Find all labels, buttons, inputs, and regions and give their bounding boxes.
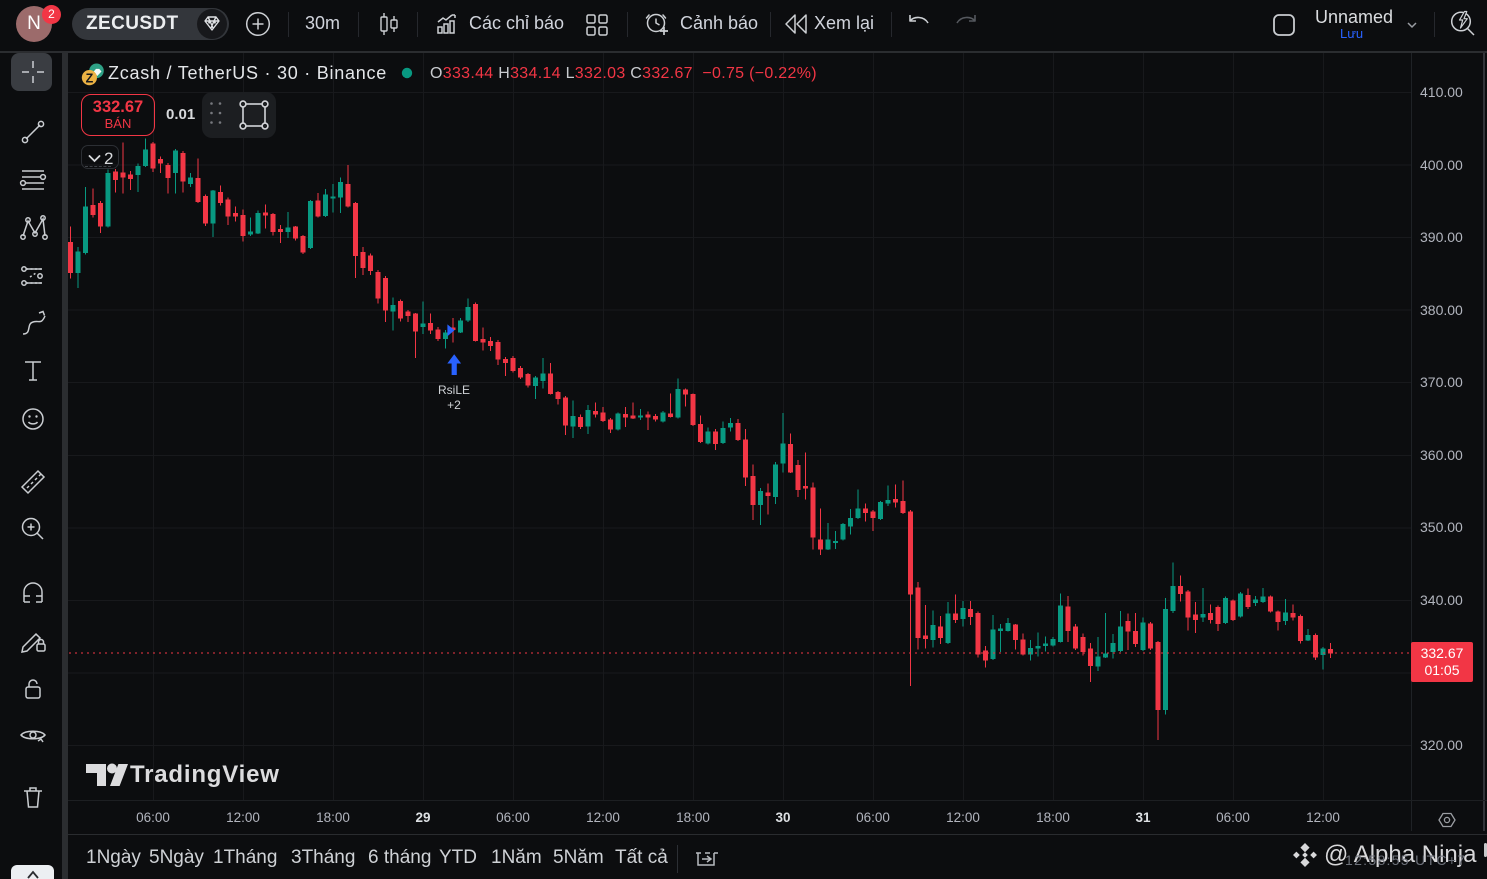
- svg-text:Z: Z: [86, 71, 94, 85]
